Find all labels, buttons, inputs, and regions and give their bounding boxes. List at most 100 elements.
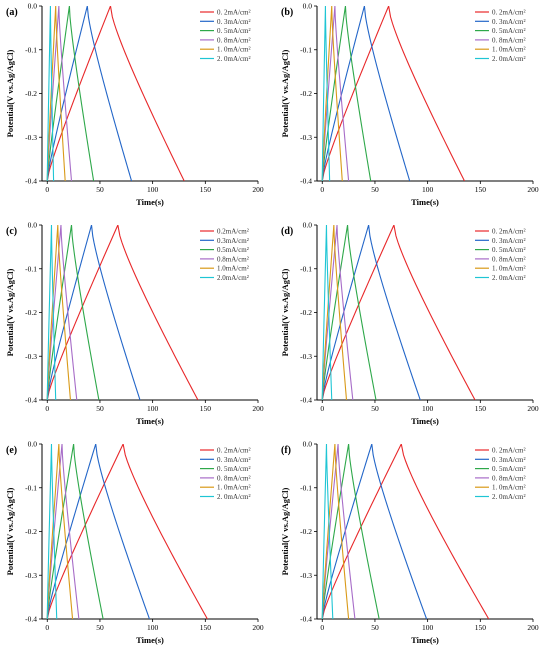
series-line <box>321 225 377 400</box>
x-tick-label: 200 <box>527 185 539 194</box>
legend-label: 0.3mA/cm² <box>217 237 249 245</box>
legend-label: 0. 3mA/cm² <box>492 18 526 26</box>
legend-label: 1. 0mA/cm² <box>492 46 526 54</box>
y-tick-label: 0.0 <box>303 2 313 11</box>
series-line <box>321 225 333 400</box>
x-tick-label: 150 <box>475 404 487 413</box>
x-axis-title: Time(s) <box>411 416 439 426</box>
y-tick-label: 0.0 <box>303 440 313 449</box>
x-tick-label: 0 <box>45 623 49 632</box>
panel-d: (d) 0.0 -0.1 -0.2 -0.3 -0.4 0 50 100 150 200 Time(s… <box>275 219 550 438</box>
y-tick-label: -0.4 <box>25 396 37 405</box>
y-axis-title: Potential(V vs.Ag/AgCl) <box>5 268 15 356</box>
series-line <box>321 444 490 619</box>
y-tick-label: -0.3 <box>300 133 312 142</box>
legend-label: 0. 2mA/cm² <box>217 447 251 455</box>
chart-svg: (a) 0.0 -0.1 -0.2 -0.3 -0.4 0 50 100 150 200 Time(s… <box>5 2 264 207</box>
legend-label: 0. 3mA/cm² <box>492 237 526 245</box>
x-tick-label: 150 <box>200 185 212 194</box>
series-line <box>321 444 334 619</box>
panel-e: (e) 0.0 -0.1 -0.2 -0.3 -0.4 0 50 100 150 200 Time(s… <box>0 438 275 657</box>
panel-label: (e) <box>6 445 17 456</box>
legend-label: 0.5mA/cm² <box>217 246 249 254</box>
legend-label: 0. 2mA/cm² <box>492 447 526 455</box>
x-axis-title: Time(s) <box>136 197 164 207</box>
panel-label: (f) <box>281 445 291 456</box>
series-line <box>321 6 466 181</box>
y-tick-label: -0.4 <box>300 396 312 405</box>
y-tick-label: -0.3 <box>25 133 37 142</box>
legend-label: 1. 0mA/cm² <box>492 265 526 273</box>
series-line <box>321 225 348 400</box>
x-tick-label: 50 <box>96 404 104 413</box>
y-tick-label: -0.1 <box>300 45 312 54</box>
panel-label: (c) <box>6 226 17 237</box>
legend-label: 0. 8mA/cm² <box>217 474 251 482</box>
legend-label: 0. 8mA/cm² <box>492 255 526 263</box>
y-tick-label: 0.0 <box>28 221 38 230</box>
legend-label: 1. 0mA/cm² <box>217 46 251 54</box>
x-axis-title: Time(s) <box>411 197 439 207</box>
legend-label: 0. 5mA/cm² <box>492 465 526 473</box>
legend-label: 0. 8mA/cm² <box>217 36 251 44</box>
chart-svg: (e) 0.0 -0.1 -0.2 -0.3 -0.4 0 50 100 150 200 Time(s… <box>5 440 264 645</box>
series-line <box>46 444 208 619</box>
series-line <box>321 6 350 181</box>
legend-label: 2. 0mA/cm² <box>217 55 251 63</box>
x-tick-label: 150 <box>200 404 212 413</box>
series-line <box>46 444 58 619</box>
y-axis-title: Potential(V vs.Ag/AgCl) <box>280 268 290 356</box>
legend-label: 2. 0mA/cm² <box>217 493 251 501</box>
legend-label: 0. 2mA/cm² <box>492 9 526 17</box>
legend-label: 1. 0mA/cm² <box>492 484 526 492</box>
chart-svg: (c) 0.0 -0.1 -0.2 -0.3 -0.4 0 50 100 150 200 Time(s… <box>5 221 264 426</box>
legend-label: 0. 3mA/cm² <box>217 456 251 464</box>
series-line <box>321 444 350 619</box>
y-tick-label: -0.2 <box>25 89 37 98</box>
x-tick-label: 150 <box>200 623 212 632</box>
y-tick-label: -0.2 <box>300 527 312 536</box>
y-tick-label: 0.0 <box>28 440 38 449</box>
y-tick-label: -0.1 <box>25 45 37 54</box>
legend-label: 0. 5mA/cm² <box>492 27 526 35</box>
x-tick-label: 200 <box>252 623 264 632</box>
x-tick-label: 50 <box>371 623 379 632</box>
y-tick-label: -0.4 <box>300 615 312 624</box>
y-tick-label: -0.2 <box>25 308 37 317</box>
x-tick-label: 150 <box>475 623 487 632</box>
legend-label: 2. 0mA/cm² <box>492 274 526 282</box>
y-tick-label: -0.1 <box>300 483 312 492</box>
series-line <box>46 6 185 181</box>
x-tick-label: 150 <box>475 185 487 194</box>
panel-b: (b) 0.0 -0.1 -0.2 -0.3 -0.4 0 50 100 150 200 Time(s… <box>275 0 550 219</box>
y-tick-label: 0.0 <box>303 221 313 230</box>
series-line <box>46 6 73 181</box>
chart-svg: (d) 0.0 -0.1 -0.2 -0.3 -0.4 0 50 100 150 200 Time(s… <box>280 221 539 426</box>
x-tick-label: 50 <box>96 185 104 194</box>
y-axis-title: Potential(V vs.Ag/AgCl) <box>5 49 15 137</box>
panel-f: (f) 0.0 -0.1 -0.2 -0.3 -0.4 0 50 100 150 200 Time(s… <box>275 438 550 657</box>
x-axis-title: Time(s) <box>136 635 164 645</box>
legend-label: 1.0mA/cm² <box>217 265 249 273</box>
y-tick-label: -0.2 <box>300 308 312 317</box>
series-line <box>46 6 66 181</box>
series-line <box>46 6 95 181</box>
y-tick-label: -0.1 <box>300 264 312 273</box>
panel-a: (a) 0.0 -0.1 -0.2 -0.3 -0.4 0 50 100 150 200 Time(s… <box>0 0 275 219</box>
series-line <box>321 225 476 400</box>
x-tick-label: 200 <box>527 404 539 413</box>
chart-svg: (b) 0.0 -0.1 -0.2 -0.3 -0.4 0 50 100 150 200 Time(s… <box>280 2 539 207</box>
series-line <box>321 6 343 181</box>
x-tick-label: 100 <box>422 404 434 413</box>
y-axis-title: Potential(V vs.Ag/AgCl) <box>5 487 15 575</box>
y-tick-label: 0.0 <box>28 2 38 11</box>
x-axis-title: Time(s) <box>136 416 164 426</box>
y-tick-label: -0.1 <box>25 483 37 492</box>
legend-label: 0. 3mA/cm² <box>217 18 251 26</box>
series-line <box>321 6 372 181</box>
y-tick-label: -0.3 <box>25 352 37 361</box>
series-line <box>46 6 55 181</box>
legend-label: 0. 3mA/cm² <box>492 456 526 464</box>
series-line <box>46 444 104 619</box>
legend-label: 0. 8mA/cm² <box>492 474 526 482</box>
